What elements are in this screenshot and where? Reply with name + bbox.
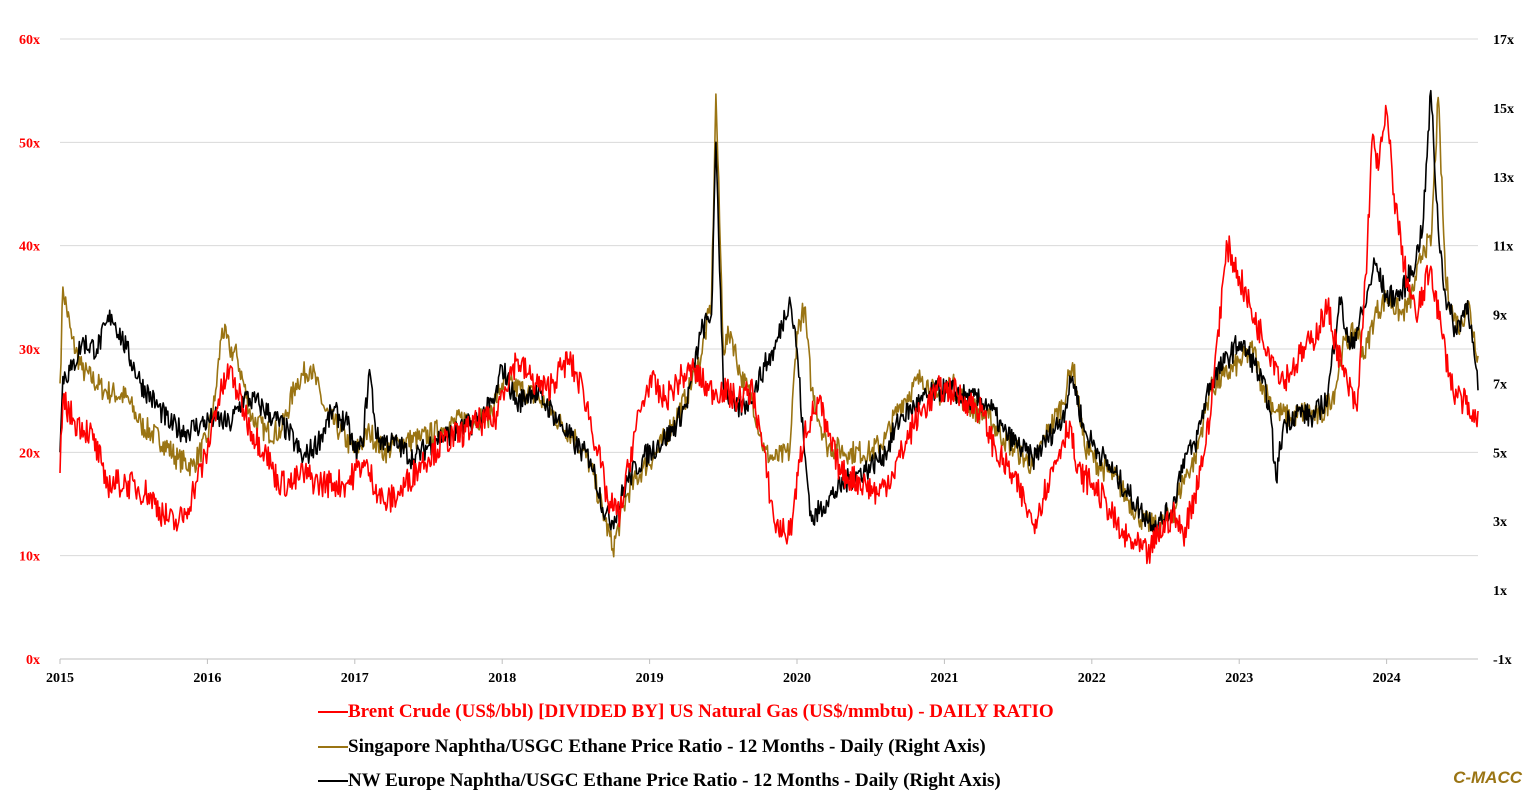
y-right-tick-label: 1x (1493, 584, 1507, 599)
legend-item-singapore: Singapore Naphtha/USGC Ethane Price Rati… (318, 736, 986, 758)
x-tick-label: 2017 (341, 671, 369, 686)
y-left-tick-label: 10x (19, 550, 40, 565)
y-right-tick-label: 11x (1493, 240, 1513, 255)
y-right-tick-label: 3x (1493, 515, 1507, 530)
series-lines (59, 89, 1479, 565)
legend-swatch-singapore (318, 746, 348, 748)
legend-item-nweurope: NW Europe Naphtha/USGC Ethane Price Rati… (318, 770, 1001, 792)
series-line-nw-europe-naphtha-ethane (59, 89, 1479, 536)
x-tick-label: 2022 (1078, 671, 1106, 686)
brand-logo-text: C-MACC (1453, 768, 1522, 787)
x-tick-label: 2023 (1225, 671, 1253, 686)
x-tick-label: 2020 (783, 671, 811, 686)
x-tick-label: 2016 (193, 671, 221, 686)
legend-swatch-brent (318, 711, 348, 713)
y-left-tick-label: 30x (19, 343, 40, 358)
gridlines (60, 38, 1478, 557)
x-tick-label: 2015 (46, 671, 74, 686)
y-right-tick-label: 17x (1493, 33, 1514, 48)
y-left-tick-label: 0x (26, 653, 40, 668)
series-line-singapore-naphtha-ethane (59, 93, 1479, 558)
legend-item-brent: Brent Crude (US$/bbl) [DIVIDED BY] US Na… (318, 701, 1054, 723)
y-right-tick-label: 5x (1493, 446, 1507, 461)
y-left-tick-label: 50x (19, 136, 40, 151)
legend-label-nweurope: NW Europe Naphtha/USGC Ethane Price Rati… (348, 770, 1001, 791)
series-line-brent-ratio (59, 104, 1479, 565)
x-tick-label: 2021 (930, 671, 958, 686)
x-tick-label: 2018 (488, 671, 516, 686)
y-left-tick-label: 40x (19, 240, 40, 255)
x-tick-label: 2019 (636, 671, 664, 686)
y-right-tick-label: 15x (1493, 102, 1514, 117)
x-tick-label: 2024 (1373, 671, 1401, 686)
legend-label-singapore: Singapore Naphtha/USGC Ethane Price Rati… (348, 736, 986, 757)
y-right-tick-label: 7x (1493, 377, 1507, 392)
y-right-tick-label: -1x (1493, 653, 1512, 668)
legend-swatch-nweurope (318, 780, 348, 782)
legend-label-brent: Brent Crude (US$/bbl) [DIVIDED BY] US Na… (348, 701, 1054, 722)
y-right-tick-label: 9x (1493, 309, 1507, 324)
axes: 0x 10x 20x 30x 40x 50x 60x -1x 1x 3x 5x 7x 9x 11x 13x 1… (19, 33, 1514, 686)
y-right-tick-label: 13x (1493, 171, 1514, 186)
y-left-tick-label: 20x (19, 446, 40, 461)
y-left-tick-label: 60x (19, 33, 40, 48)
